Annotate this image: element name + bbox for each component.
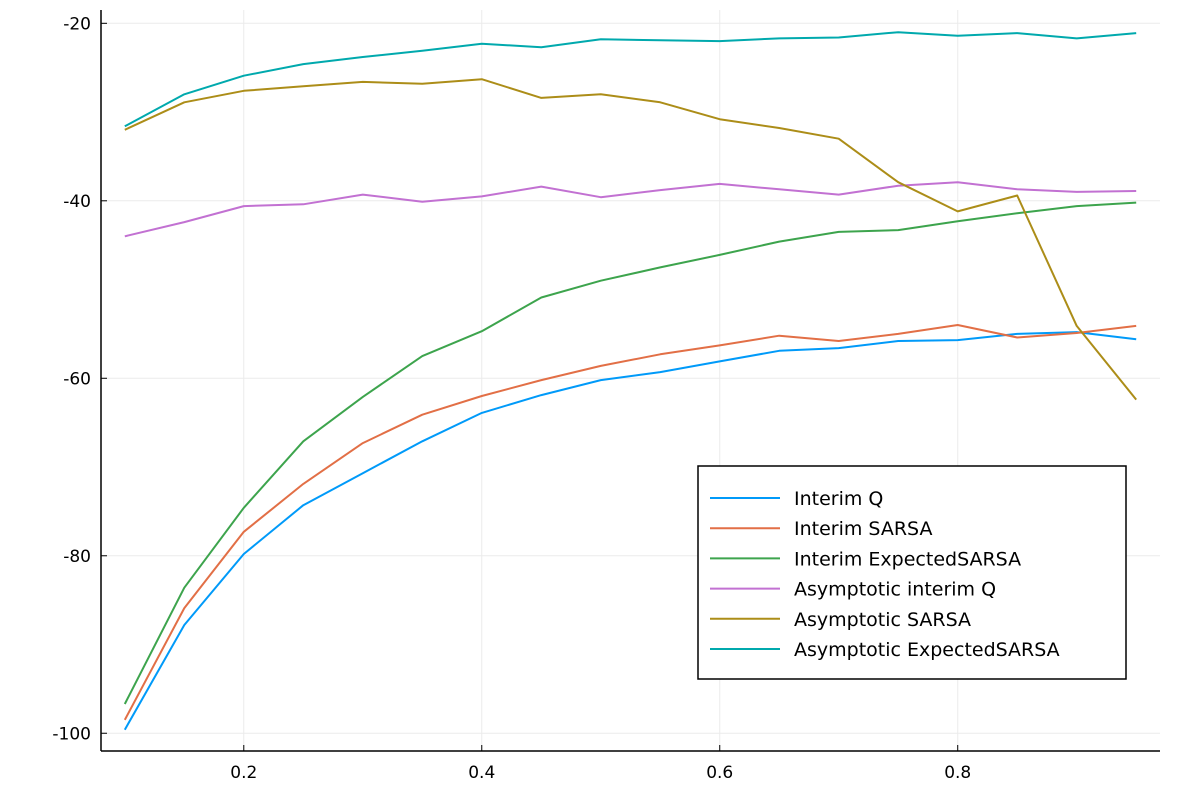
legend: Interim Q Interim SARSA Interim ExpectedSA… [697, 465, 1127, 680]
legend-label: Interim ExpectedSARSA [794, 548, 1021, 570]
y-tick-label: -20 [63, 14, 91, 34]
series-line-asymptotic-interim-q [124, 181, 1137, 238]
legend-label: Interim Q [794, 488, 883, 510]
legend-label: Asymptotic SARSA [794, 609, 971, 631]
series-line-asymptotic-expectedsarsa [124, 31, 1137, 128]
legend-label: Asymptotic ExpectedSARSA [794, 639, 1060, 661]
series-line-interim-sarsa [123, 324, 1137, 721]
x-tick-label: 0.8 [944, 763, 971, 783]
axes: 0.2 0.4 0.6 0.8 -20 -40 -60 -80 -100 [52, 10, 1160, 783]
y-tick-label: -60 [63, 369, 91, 389]
series-line-asymptotic-sarsa [124, 78, 1137, 401]
legend-label: Asymptotic interim Q [794, 579, 996, 601]
x-tick-label: 0.6 [706, 763, 733, 783]
legend-box [697, 465, 1127, 680]
y-tick-label: -100 [52, 724, 91, 744]
x-tick-label: 0.4 [468, 763, 495, 783]
y-tick-label: -80 [63, 547, 91, 567]
series-line-interim-expectedsarsa [123, 201, 1137, 705]
x-tick-label: 0.2 [230, 763, 257, 783]
series-lines [123, 31, 1137, 731]
series-line-interim-q [123, 331, 1137, 731]
grid [101, 10, 1160, 751]
y-tick-label: -40 [63, 192, 91, 212]
legend-label: Interim SARSA [794, 518, 932, 540]
